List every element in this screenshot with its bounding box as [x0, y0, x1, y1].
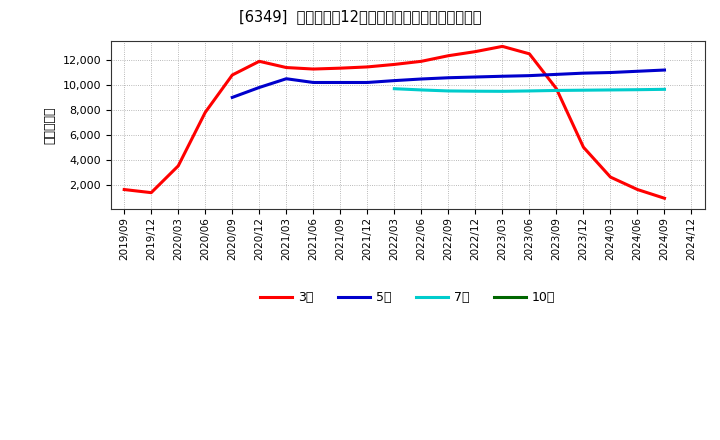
- 5年: [525, 73, 534, 78]
- 3年: [201, 110, 210, 115]
- Y-axis label: （百万円）: （百万円）: [44, 106, 57, 144]
- 5年: [471, 74, 480, 80]
- 5年: [498, 73, 507, 79]
- 5年: [444, 75, 453, 81]
- 5年: [552, 72, 561, 77]
- 5年: [336, 80, 345, 85]
- 3年: [552, 86, 561, 92]
- 3年: [228, 72, 237, 77]
- 3年: [390, 62, 399, 67]
- 7年: [660, 87, 669, 92]
- 5年: [579, 70, 588, 76]
- 3年: [660, 196, 669, 201]
- 5年: [228, 95, 237, 100]
- 7年: [525, 88, 534, 94]
- Legend: 3年, 5年, 7年, 10年: 3年, 5年, 7年, 10年: [256, 286, 560, 309]
- 3年: [174, 163, 183, 169]
- 7年: [552, 88, 561, 93]
- 5年: [660, 67, 669, 73]
- 5年: [309, 80, 318, 85]
- 3年: [579, 145, 588, 150]
- 3年: [336, 66, 345, 71]
- Line: 3年: 3年: [125, 46, 665, 198]
- Line: 7年: 7年: [395, 89, 665, 92]
- 7年: [579, 88, 588, 93]
- 3年: [471, 49, 480, 54]
- 5年: [606, 70, 615, 75]
- 7年: [444, 88, 453, 94]
- 5年: [282, 76, 291, 81]
- 7年: [633, 87, 642, 92]
- 3年: [417, 59, 426, 64]
- Text: [6349]  当期純利益12か月移動合計の標準偏差の推移: [6349] 当期純利益12か月移動合計の標準偏差の推移: [239, 9, 481, 24]
- 5年: [390, 78, 399, 83]
- 3年: [282, 65, 291, 70]
- 3年: [363, 64, 372, 70]
- 3年: [633, 187, 642, 192]
- 3年: [147, 190, 156, 195]
- 3年: [309, 66, 318, 72]
- 3年: [606, 174, 615, 180]
- 3年: [120, 187, 129, 192]
- 7年: [498, 89, 507, 94]
- 3年: [444, 53, 453, 59]
- 5年: [633, 69, 642, 74]
- 7年: [471, 88, 480, 94]
- 5年: [255, 85, 264, 90]
- Line: 5年: 5年: [233, 70, 665, 97]
- 5年: [417, 77, 426, 82]
- 7年: [417, 87, 426, 92]
- 7年: [606, 87, 615, 92]
- 7年: [390, 86, 399, 92]
- 3年: [498, 44, 507, 49]
- 3年: [525, 51, 534, 56]
- 5年: [363, 80, 372, 85]
- 3年: [255, 59, 264, 64]
